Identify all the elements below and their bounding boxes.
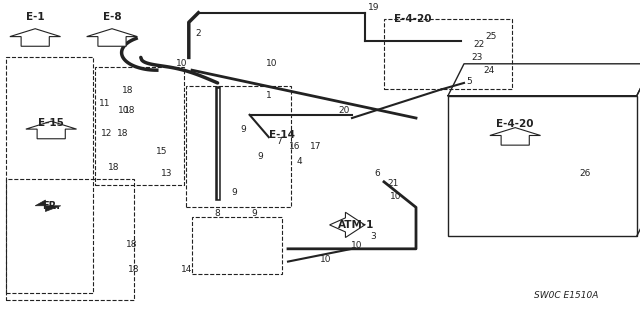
Text: 2: 2	[195, 29, 201, 38]
Text: 10: 10	[176, 59, 188, 68]
Polygon shape	[26, 121, 77, 139]
Text: 13: 13	[161, 169, 173, 178]
Text: 10: 10	[320, 256, 332, 264]
Text: 14: 14	[181, 265, 193, 274]
Text: E-15: E-15	[38, 118, 64, 128]
Text: 18: 18	[126, 240, 138, 249]
Text: 4: 4	[296, 157, 302, 166]
Text: 7: 7	[276, 137, 282, 146]
Text: 6: 6	[374, 169, 380, 178]
Text: 9: 9	[232, 189, 237, 197]
Text: 20: 20	[338, 106, 349, 115]
Text: E-4-20: E-4-20	[497, 119, 534, 129]
Text: 1: 1	[266, 91, 271, 100]
Text: 18: 18	[128, 265, 140, 274]
Text: 25: 25	[485, 32, 497, 41]
Text: 24: 24	[483, 66, 495, 75]
Text: 15: 15	[156, 147, 167, 156]
Text: 8: 8	[214, 209, 220, 218]
Text: 9: 9	[251, 209, 257, 218]
Text: ATM-1: ATM-1	[338, 220, 374, 230]
Text: SW0C E1510A: SW0C E1510A	[534, 291, 599, 300]
Text: 23: 23	[471, 53, 483, 62]
Text: 10: 10	[118, 106, 130, 115]
Text: 19: 19	[368, 4, 380, 12]
Text: 5: 5	[466, 77, 472, 86]
Text: 16: 16	[289, 142, 301, 151]
Text: 9: 9	[240, 125, 246, 134]
Text: FR.: FR.	[42, 201, 60, 211]
Text: 18: 18	[108, 163, 119, 172]
Text: 18: 18	[116, 130, 128, 138]
Text: 10: 10	[266, 59, 277, 68]
Text: 26: 26	[579, 169, 591, 178]
Text: 18: 18	[124, 106, 135, 115]
Text: 10: 10	[390, 192, 402, 201]
Text: 22: 22	[474, 40, 485, 49]
Text: 9: 9	[257, 152, 263, 161]
Polygon shape	[86, 29, 138, 46]
Text: 10: 10	[351, 241, 362, 250]
Text: 3: 3	[370, 232, 376, 241]
Polygon shape	[490, 128, 541, 145]
Text: E-14: E-14	[269, 130, 294, 140]
Text: 17: 17	[310, 142, 322, 151]
Text: E-1: E-1	[26, 12, 45, 22]
Text: E-8: E-8	[102, 12, 122, 22]
Text: 21: 21	[387, 179, 399, 188]
Text: 12: 12	[100, 130, 112, 138]
Text: 18: 18	[122, 86, 133, 95]
Polygon shape	[330, 212, 365, 238]
Polygon shape	[10, 29, 61, 46]
Text: E-4-20: E-4-20	[394, 14, 431, 24]
Text: 11: 11	[99, 99, 111, 108]
Polygon shape	[35, 200, 61, 211]
